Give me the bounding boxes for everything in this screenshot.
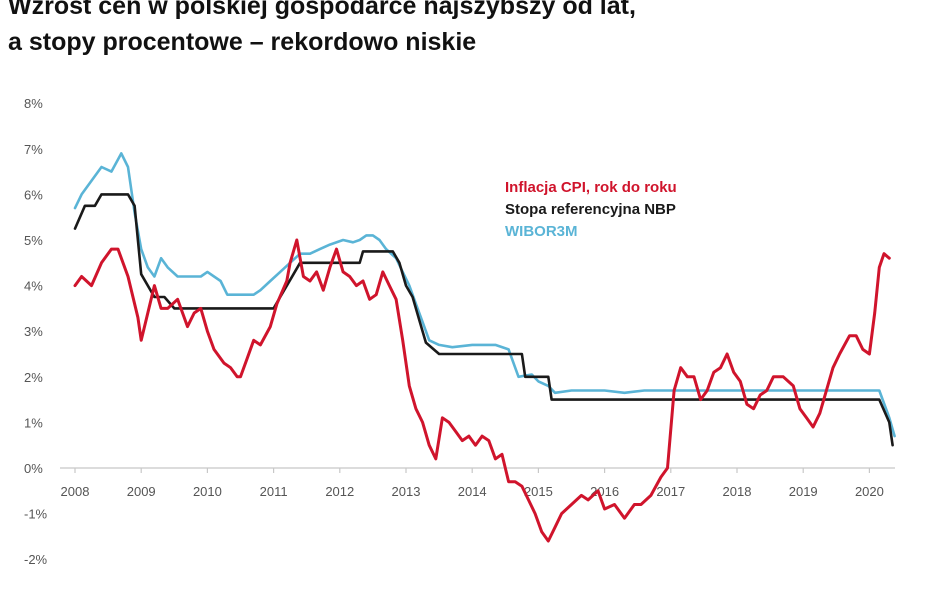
y-tick-label: 5%	[24, 233, 43, 248]
y-tick-label: -1%	[24, 507, 48, 522]
y-tick-label: 3%	[24, 324, 43, 339]
x-tick-label: 2010	[193, 484, 222, 499]
x-axis: 2008 2009 2010 2011 2012 2013 2014 2015 2016 2017…	[60, 467, 895, 499]
x-tick-label: 2019	[789, 484, 818, 499]
y-tick-label: 7%	[24, 142, 43, 157]
y-tick-label: 6%	[24, 187, 43, 202]
legend: Inflacja CPI, rok do roku Stopa referency…	[505, 179, 677, 240]
y-tick-label: -2%	[24, 552, 48, 567]
x-tick-label: 2013	[392, 484, 421, 499]
legend-entry-nbp: Stopa referencyjna NBP	[505, 201, 676, 218]
x-tick-label: 2017	[656, 484, 685, 499]
y-tick-label: 8%	[24, 96, 43, 111]
y-axis-ticks: -2% -1% 0% 1% 2% 3% 4% 5% 6% 7% 8%	[24, 96, 48, 567]
y-tick-label: 0%	[24, 461, 43, 476]
x-tick-label: 2011	[260, 484, 288, 499]
series-line-cpi	[73, 238, 891, 543]
y-tick-label: 1%	[24, 415, 43, 430]
x-tick-label: 2014	[458, 484, 487, 499]
x-tick-label: 2018	[723, 484, 752, 499]
legend-entry-wibor: WIBOR3M	[505, 223, 578, 240]
chart-title-line-2: a stopy procentowe – rekordowo niskie	[8, 28, 477, 56]
x-tick-label: 2020	[855, 484, 884, 499]
series-line-wibor	[73, 152, 896, 438]
x-tick-label: 2009	[127, 484, 156, 499]
chart-title: Wzrost cen w polskiej gospodarce najszyb…	[8, 0, 636, 60]
y-tick-label: 2%	[24, 370, 43, 385]
x-tick-label: 2008	[61, 484, 90, 499]
series-line-nbp	[73, 193, 894, 447]
chart-title-line-1: Wzrost cen w polskiej gospodarce najszyb…	[8, 0, 636, 20]
x-tick-label: 2015	[524, 484, 553, 499]
y-tick-label: 4%	[24, 279, 43, 294]
x-tick-label: 2016	[590, 484, 619, 499]
legend-entry-cpi: Inflacja CPI, rok do roku	[505, 179, 677, 196]
x-tick-label: 2012	[325, 484, 354, 499]
series-lines	[73, 152, 896, 543]
